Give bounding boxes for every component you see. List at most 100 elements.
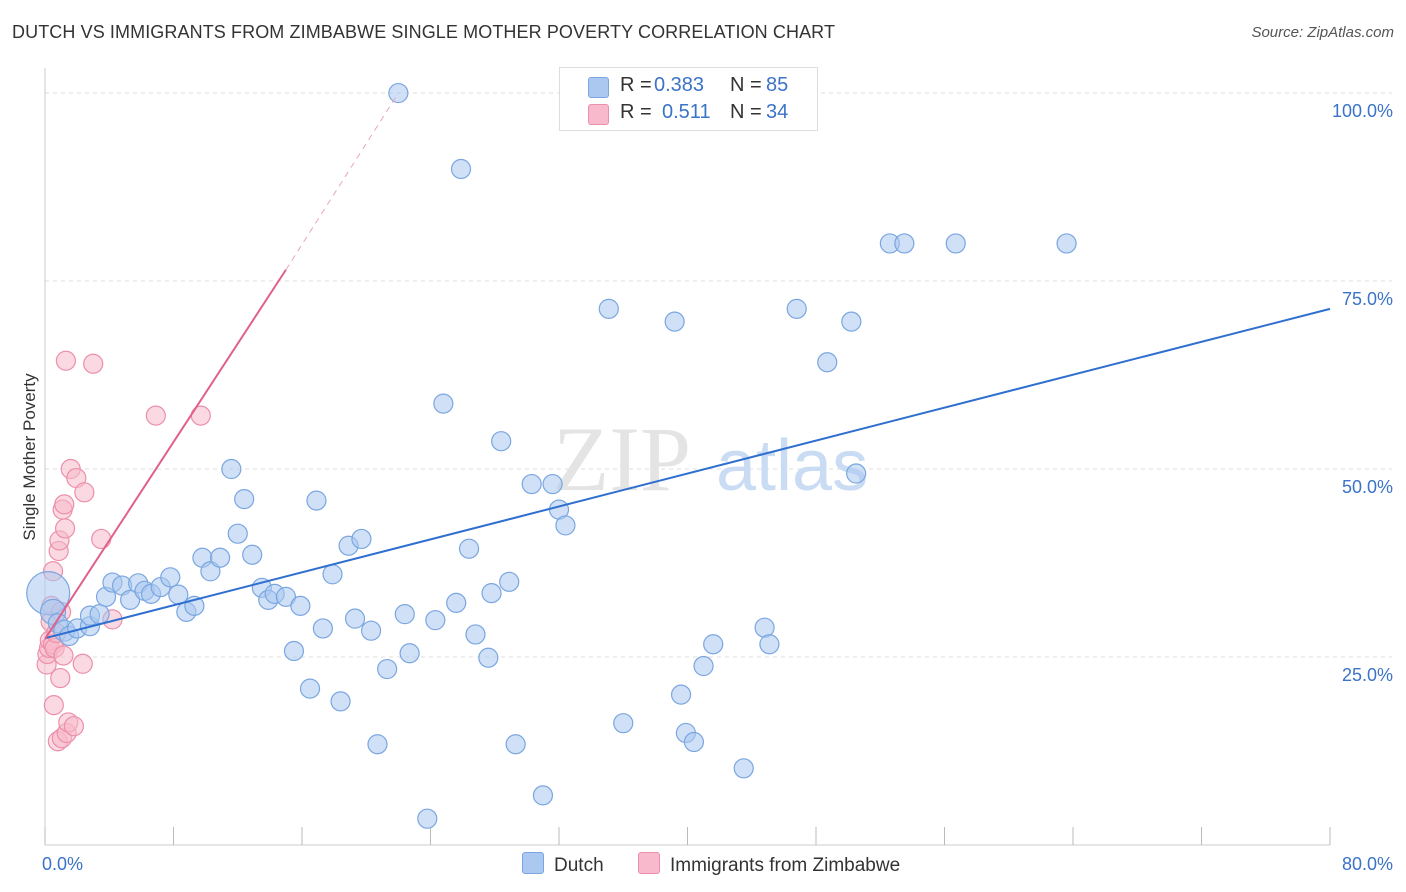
legend-zimbabwe-label: Immigrants from Zimbabwe	[670, 855, 901, 876]
dutch-point-59[interactable]	[505, 734, 526, 755]
dutch-point-79[interactable]	[817, 352, 838, 373]
legend-dutch-label: Dutch	[554, 855, 604, 876]
dutch-point-78[interactable]	[786, 298, 807, 319]
y-tick-label-50: 50.0%	[1342, 477, 1393, 497]
dutch-point-36[interactable]	[312, 618, 333, 639]
y-tick-label-75: 75.0%	[1342, 289, 1393, 309]
dutch-point-67[interactable]	[613, 713, 634, 734]
legend-zimbabwe-swatch	[638, 852, 660, 874]
dutch-n-label: N =	[730, 74, 762, 96]
series-legend: Dutch Immigrants from Zimbabwe	[0, 852, 1406, 878]
trend-lines	[44, 92, 1331, 640]
y-axis-label: Single Mother Poverty	[20, 373, 39, 541]
dutch-point-56[interactable]	[481, 582, 502, 604]
dutch-point-54[interactable]	[465, 624, 486, 645]
watermark-zip: ZIP	[553, 408, 691, 510]
zimbabwe-trend-line	[44, 269, 287, 640]
dutch-point-38[interactable]	[330, 691, 351, 712]
dutch-point-32[interactable]	[283, 640, 305, 662]
dutch-point-44[interactable]	[377, 658, 398, 680]
legend-dutch-swatch	[522, 852, 544, 874]
zimbabwe-swatch	[588, 104, 609, 125]
dutch-point-83[interactable]	[894, 233, 915, 254]
dutch-point-35[interactable]	[306, 490, 327, 511]
dutch-point-64[interactable]	[555, 515, 576, 536]
dutch-point-48[interactable]	[417, 808, 438, 829]
dutch-point-37[interactable]	[322, 564, 343, 585]
dutch-point-40[interactable]	[344, 608, 366, 629]
dutch-point-75[interactable]	[733, 758, 754, 779]
series-zimbabwe-points	[36, 350, 211, 752]
zimbabwe-point-27[interactable]	[72, 653, 93, 674]
dutch-point-81[interactable]	[846, 463, 867, 484]
dutch-point-34[interactable]	[299, 678, 321, 699]
source-label: Source: ZipAtlas.com	[1251, 24, 1394, 41]
zimbabwe-point-25[interactable]	[63, 716, 85, 737]
dutch-point-74[interactable]	[703, 634, 724, 655]
zimbabwe-point-14[interactable]	[50, 667, 71, 689]
dutch-n-value: 85	[766, 74, 789, 96]
dutch-point-49[interactable]	[425, 610, 446, 631]
dutch-point-53[interactable]	[458, 538, 480, 559]
dutch-point-51[interactable]	[446, 592, 467, 613]
dutch-point-27[interactable]	[242, 544, 263, 565]
dutch-point-33[interactable]	[290, 595, 311, 616]
dutch-point-80[interactable]	[841, 311, 862, 332]
dutch-point-72[interactable]	[683, 731, 705, 753]
zimbabwe-trend-extension	[285, 92, 399, 271]
dutch-point-55[interactable]	[478, 647, 499, 668]
dutch-point-61[interactable]	[532, 785, 554, 806]
y-tick-label-25: 25.0%	[1342, 665, 1393, 685]
dutch-point-52[interactable]	[450, 158, 472, 180]
dutch-point-12[interactable]	[120, 589, 141, 610]
zimbabwe-point-30[interactable]	[91, 528, 112, 550]
dutch-point-46[interactable]	[394, 604, 415, 625]
dutch-point-73[interactable]	[693, 655, 714, 677]
zimbabwe-point-18[interactable]	[53, 645, 74, 666]
dutch-point-69[interactable]	[664, 311, 685, 332]
dutch-point-50[interactable]	[433, 393, 454, 414]
zimbabwe-point-20[interactable]	[54, 518, 76, 539]
dutch-point-70[interactable]	[670, 684, 692, 705]
zimbabwe-point-32[interactable]	[145, 405, 166, 426]
dutch-point-8[interactable]	[89, 604, 110, 625]
zimbabwe-n-label: N =	[730, 101, 762, 123]
dutch-point-84[interactable]	[945, 233, 966, 254]
dutch-point-57[interactable]	[491, 431, 512, 452]
dutch-point-26[interactable]	[234, 488, 255, 510]
dutch-point-58[interactable]	[499, 571, 520, 592]
x-tick-label-80: 80.0%	[1342, 854, 1393, 874]
dutch-point-18[interactable]	[168, 584, 189, 605]
dutch-point-47[interactable]	[399, 643, 420, 664]
dutch-point-24[interactable]	[221, 458, 242, 480]
legend-item-zimbabwe[interactable]: Immigrants from Zimbabwe	[638, 852, 900, 877]
dutch-point-25[interactable]	[227, 523, 248, 544]
axes	[44, 68, 1331, 846]
dutch-point-41[interactable]	[351, 528, 372, 550]
dutch-point-62[interactable]	[542, 473, 563, 495]
dutch-point-23[interactable]	[209, 547, 231, 568]
zimbabwe-r-label: R =	[620, 101, 652, 123]
grid-lines	[45, 92, 1392, 658]
stats-legend: R = 0.383 N = 85 R = 0.511 N = 34	[559, 67, 818, 131]
zimbabwe-point-28[interactable]	[74, 482, 95, 503]
dutch-point-42[interactable]	[360, 620, 382, 641]
dutch-point-31[interactable]	[275, 586, 297, 607]
tick-labels: 25.0% 50.0% 75.0% 100.0% 0.0% 80.0%	[42, 101, 1393, 874]
dutch-point-77[interactable]	[759, 634, 780, 655]
dutch-point-85[interactable]	[1056, 233, 1077, 254]
zimbabwe-point-29[interactable]	[83, 353, 104, 374]
dutch-point-17[interactable]	[160, 567, 181, 588]
zimbabwe-point-19[interactable]	[54, 494, 75, 515]
dutch-point-66[interactable]	[598, 298, 619, 319]
dutch-r-label: R =	[620, 74, 652, 96]
dutch-point-60[interactable]	[521, 473, 542, 495]
x-tick-label-0: 0.0%	[42, 854, 83, 874]
zimbabwe-point-21[interactable]	[55, 350, 76, 371]
zimbabwe-r-value: 0.511	[662, 101, 711, 123]
dutch-trend-line	[44, 307, 1331, 640]
zimbabwe-point-8[interactable]	[43, 695, 64, 716]
dutch-point-43[interactable]	[367, 734, 388, 755]
legend-item-dutch[interactable]: Dutch	[522, 852, 604, 877]
